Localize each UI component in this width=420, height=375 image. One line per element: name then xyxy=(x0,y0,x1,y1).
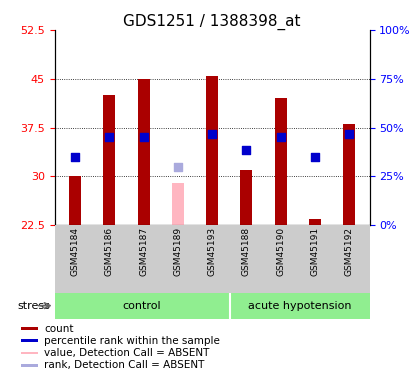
Point xyxy=(243,147,250,153)
Text: control: control xyxy=(123,301,161,310)
Bar xyxy=(21,327,38,330)
Bar xyxy=(309,219,321,225)
Text: GSM45188: GSM45188 xyxy=(242,227,251,276)
Point xyxy=(312,154,318,160)
Point xyxy=(106,134,113,140)
Text: percentile rank within the sample: percentile rank within the sample xyxy=(44,336,220,346)
Text: rank, Detection Call = ABSENT: rank, Detection Call = ABSENT xyxy=(44,360,205,370)
Text: value, Detection Call = ABSENT: value, Detection Call = ABSENT xyxy=(44,348,210,358)
Bar xyxy=(206,75,218,225)
Title: GDS1251 / 1388398_at: GDS1251 / 1388398_at xyxy=(123,14,301,30)
Bar xyxy=(275,98,286,225)
Text: GSM45193: GSM45193 xyxy=(207,227,217,276)
Bar xyxy=(69,176,81,225)
Text: GSM45191: GSM45191 xyxy=(310,227,319,276)
Bar xyxy=(343,124,355,225)
Text: GSM45190: GSM45190 xyxy=(276,227,285,276)
Bar xyxy=(21,339,38,342)
Point xyxy=(277,134,284,140)
Text: GSM45186: GSM45186 xyxy=(105,227,114,276)
Point xyxy=(140,134,147,140)
Bar xyxy=(138,80,150,225)
Point xyxy=(72,154,79,160)
Bar xyxy=(21,364,38,367)
Bar xyxy=(240,170,252,225)
Bar xyxy=(103,95,116,225)
Bar xyxy=(21,351,38,354)
Point xyxy=(174,164,181,170)
Text: GSM45187: GSM45187 xyxy=(139,227,148,276)
Text: GSM45184: GSM45184 xyxy=(71,227,80,276)
Point xyxy=(346,131,352,137)
Text: GSM45189: GSM45189 xyxy=(173,227,182,276)
Text: stress: stress xyxy=(18,301,50,310)
Point xyxy=(209,131,215,137)
Text: count: count xyxy=(44,324,74,334)
Text: GSM45192: GSM45192 xyxy=(344,227,354,276)
Text: acute hypotension: acute hypotension xyxy=(248,301,352,310)
Bar xyxy=(172,183,184,225)
